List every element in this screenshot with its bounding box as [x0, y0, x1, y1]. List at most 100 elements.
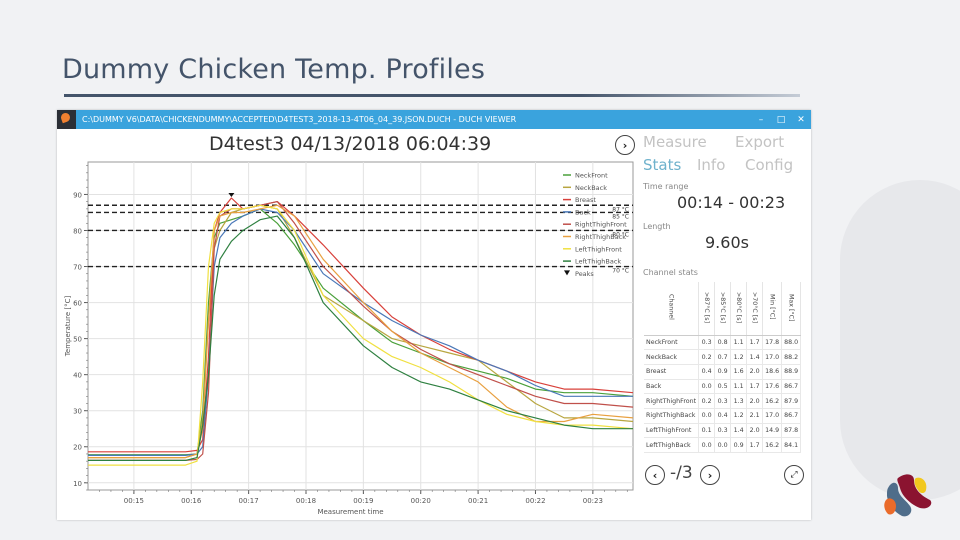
stat-cell: 1.2	[730, 349, 748, 365]
col-header-80[interactable]: >80°C [s]	[730, 282, 748, 336]
stat-cell: 2.0	[746, 423, 764, 439]
channel-stats-label: Channel stats	[643, 268, 698, 277]
stat-cell: 0.3	[714, 393, 732, 409]
stat-cell: 87.9	[781, 393, 802, 409]
stat-cell: 17.6	[762, 379, 783, 395]
maximize-button[interactable]: □	[776, 114, 786, 125]
stat-cell: 1.1	[730, 335, 748, 351]
channel-name-cell: Back	[644, 379, 700, 395]
y-tick-label: 10	[73, 480, 82, 488]
stat-cell: 0.8	[714, 335, 732, 351]
channel-name-cell: NeckBack	[644, 349, 700, 365]
y-tick-label: 70	[73, 264, 82, 272]
legend-item-LeftThighBack: LeftThighBack	[575, 258, 621, 266]
slide-title: Dummy Chicken Temp. Profiles	[62, 54, 486, 85]
stat-cell: 17.8	[762, 335, 783, 351]
stat-cell: 1.7	[746, 437, 764, 453]
chevron-right-icon: ›	[707, 468, 713, 482]
legend-item-NeckBack: NeckBack	[575, 184, 607, 192]
stat-cell: 1.2	[730, 408, 748, 424]
table-row[interactable]: LeftThighBack 0.0 0.0 0.9 1.7 16.2 84.1	[644, 437, 802, 453]
table-row[interactable]: Back 0.0 0.5 1.1 1.7 17.6 86.7	[644, 379, 802, 395]
time-range-value: 00:14 - 00:23	[677, 193, 786, 212]
col-header-channel[interactable]: Channel	[644, 282, 700, 336]
channel-name-cell: NeckFront	[644, 335, 700, 351]
stat-cell: 0.2	[698, 349, 716, 365]
legend-item-Breast: Breast	[575, 196, 596, 204]
tab-measure[interactable]: Measure	[643, 133, 707, 151]
stat-cell: 0.4	[698, 364, 716, 380]
col-header-min[interactable]: Min [°C]	[762, 282, 783, 336]
series-line-RightThighBack	[88, 204, 634, 459]
legend-item-RightThighFront: RightThighFront	[575, 221, 627, 229]
stat-cell: 1.7	[746, 335, 764, 351]
stat-cell: 1.4	[730, 423, 748, 439]
stat-cell: 0.7	[714, 349, 732, 365]
stat-cell: 86.7	[781, 379, 802, 395]
table-row[interactable]: RightThighFront 0.2 0.3 1.3 2.0 16.2 87.9	[644, 393, 802, 409]
stat-cell: 0.5	[714, 379, 732, 395]
stat-cell: 2.0	[746, 393, 764, 409]
title-underline	[64, 94, 800, 97]
fullscreen-button[interactable]: ⤢	[784, 465, 804, 485]
stat-cell: 0.0	[698, 379, 716, 395]
stat-cell: 0.3	[698, 335, 716, 351]
table-row[interactable]: LeftThighFront 0.1 0.3 1.4 2.0 14.9 87.8	[644, 423, 802, 439]
col-header-85[interactable]: >85°C [s]	[714, 282, 732, 336]
channel-stats-table: Channel >87°C [s] >85°C [s] >80°C [s] >7…	[644, 282, 802, 453]
stat-cell: 88.2	[781, 349, 802, 365]
stat-cell: 87.8	[781, 423, 802, 439]
legend-item-peaks: Peaks	[575, 270, 594, 278]
x-tick-label: 00:15	[124, 497, 144, 505]
peak-marker-icon	[228, 192, 235, 197]
channel-name-cell: LeftThighBack	[644, 437, 700, 453]
table-row[interactable]: Breast 0.4 0.9 1.6 2.0 18.6 88.9	[644, 364, 802, 380]
threshold-label: 87 °C	[612, 206, 629, 213]
tab-info[interactable]: Info	[697, 156, 726, 174]
table-row[interactable]: NeckFront 0.3 0.8 1.1 1.7 17.8 88.0	[644, 335, 802, 351]
y-tick-label: 90	[73, 191, 82, 199]
tab-stats[interactable]: Stats	[643, 156, 682, 174]
tab-config[interactable]: Config	[745, 156, 794, 174]
stat-cell: 88.9	[781, 364, 802, 380]
stat-cell: 1.1	[730, 379, 748, 395]
side-panel: › Measure Export Stats Info Config Time …	[615, 129, 811, 520]
col-header-max[interactable]: Max [°C]	[781, 282, 802, 336]
threshold-label: 70 °C	[612, 268, 629, 275]
stat-cell: 0.4	[714, 408, 732, 424]
x-axis-label: Measurement time	[317, 508, 383, 516]
close-button[interactable]: ✕	[797, 114, 805, 125]
stat-cell: 1.7	[746, 379, 764, 395]
x-tick-label: 00:19	[353, 497, 373, 505]
series-line-NeckFront	[88, 208, 634, 456]
table-row[interactable]: NeckBack 0.2 0.7 1.2 1.4 17.0 88.2	[644, 349, 802, 365]
tab-export[interactable]: Export	[735, 133, 785, 151]
x-tick-label: 00:16	[181, 497, 202, 505]
col-header-87[interactable]: >87°C [s]	[698, 282, 716, 336]
threshold-label: 80 °C	[612, 231, 629, 238]
legend-item-NeckFront: NeckFront	[575, 172, 608, 180]
stat-cell: 0.2	[698, 393, 716, 409]
stat-cell: 17.0	[762, 349, 783, 365]
table-row[interactable]: RightThighBack 0.0 0.4 1.2 2.1 17.0 86.7	[644, 408, 802, 424]
next-page-button[interactable]: ›	[700, 465, 720, 485]
toggle-panel-button[interactable]: ›	[615, 135, 635, 155]
chevron-left-icon: ‹	[652, 468, 658, 482]
minimize-button[interactable]: –	[758, 114, 764, 125]
plot-area	[87, 161, 634, 491]
length-value: 9.60s	[705, 233, 749, 252]
stat-cell: 18.6	[762, 364, 783, 380]
stat-cell: 2.1	[746, 408, 764, 424]
x-tick-label: 00:21	[468, 497, 488, 505]
fullscreen-icon: ⤢	[790, 470, 798, 480]
stat-cell: 1.3	[730, 393, 748, 409]
col-header-70[interactable]: >70°C [s]	[746, 282, 764, 336]
prev-page-button[interactable]: ‹	[645, 465, 665, 485]
stat-cell: 16.2	[762, 393, 783, 409]
stat-cell: 0.0	[698, 408, 716, 424]
window-titlebar[interactable]: C:\DUMMY V6\DATA\CHICKENDUMMY\ACCEPTED\D…	[57, 110, 811, 129]
stat-cell: 1.6	[730, 364, 748, 380]
chart-title: D4test3 04/13/2018 06:04:39	[209, 133, 492, 155]
y-tick-label: 60	[73, 300, 82, 308]
temperature-chart[interactable]: 10 20 30 40 50 60 70 80 90 00:15 00:16 00:17 00:18 00…	[57, 110, 641, 520]
